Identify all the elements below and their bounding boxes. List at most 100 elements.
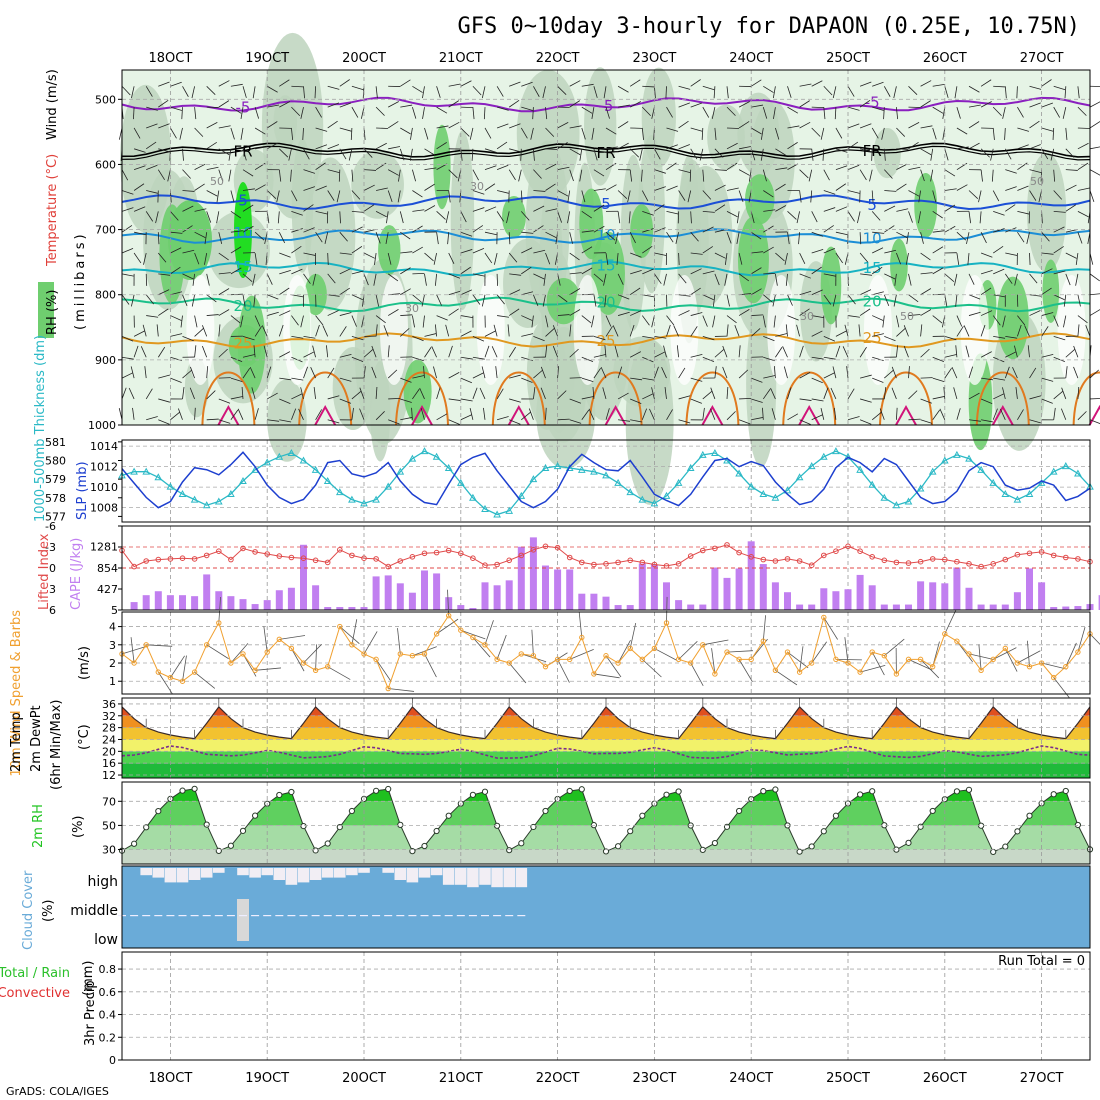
date-label-top: 20OCT <box>342 51 386 66</box>
cloud-gap <box>479 868 491 885</box>
wind-barb <box>363 252 375 259</box>
pressure-tick-label: 500 <box>95 93 116 106</box>
wind-barb <box>363 204 375 212</box>
thickness-marker <box>553 462 562 470</box>
wind10m-marker <box>675 656 682 663</box>
wind-barb <box>738 121 750 129</box>
wind-barb <box>615 232 619 245</box>
wind-barb <box>279 310 291 316</box>
wind-barb <box>302 127 304 140</box>
wind10m-marker <box>651 645 658 652</box>
wind-barb <box>1065 348 1076 358</box>
wind10m-barb <box>1004 648 1018 672</box>
wind-barb <box>772 86 776 99</box>
cape-bar <box>1074 606 1082 610</box>
wind-barb <box>182 86 189 97</box>
wind10m-marker <box>470 634 476 641</box>
wind-barb <box>678 169 691 174</box>
wind-barb <box>726 386 729 399</box>
date-label-top: 23OCT <box>633 51 677 66</box>
wind-barb <box>277 211 280 224</box>
cloud-gap <box>164 868 177 883</box>
wind-barb <box>371 345 377 358</box>
wind-barb <box>424 347 432 358</box>
wind-barb <box>654 351 666 358</box>
cloud-ylabel: Cloud Cover <box>21 870 36 950</box>
thickness-marker <box>214 497 223 505</box>
isotherm-label: 10 <box>863 229 882 247</box>
wind-barb <box>359 387 365 400</box>
wind-barb <box>822 148 825 161</box>
wind-barb <box>883 386 887 399</box>
wind-barb <box>1041 398 1053 404</box>
thickness-marker <box>965 454 973 462</box>
wind10m-barb <box>978 644 982 671</box>
thickness-marker <box>904 497 913 505</box>
wind-barb <box>956 231 967 241</box>
wind-barb <box>315 315 324 326</box>
wind-barb <box>1077 162 1089 170</box>
wind-barb <box>521 266 532 275</box>
wind-barb <box>799 121 811 129</box>
wind-barb <box>738 273 750 282</box>
isotherm-30-loop <box>395 371 449 426</box>
wind-barb <box>835 252 844 264</box>
wind-barb <box>189 387 195 400</box>
wind-barb <box>811 356 824 360</box>
wind-barb <box>872 333 884 337</box>
wind-barb <box>980 148 990 158</box>
lifted-index-marker <box>796 558 803 564</box>
wind-barb <box>146 315 159 318</box>
wind-barb <box>1017 231 1025 243</box>
wind-barb <box>533 294 539 306</box>
date-label-top: 27OCT <box>1020 51 1064 66</box>
wind-barb <box>146 190 158 194</box>
wind-barb <box>170 81 182 87</box>
rh2m-marker <box>131 840 138 847</box>
wind-barb <box>710 387 716 400</box>
wind-barb <box>460 414 472 421</box>
wind-barb <box>249 366 256 379</box>
wind-barb <box>303 169 316 174</box>
wind10m-marker <box>179 678 186 684</box>
lifted-index-marker <box>905 560 912 566</box>
lifted-index-marker <box>554 544 561 551</box>
wind-barb <box>702 390 713 400</box>
wind-barb <box>158 419 170 425</box>
wind-barb <box>472 387 478 400</box>
lifted-index-marker <box>639 559 646 566</box>
wind-barb <box>787 387 792 400</box>
wind-barb <box>871 411 882 421</box>
wind-barb <box>422 107 425 120</box>
wind-barb <box>750 127 762 135</box>
wind10m-barb <box>508 662 527 684</box>
thickness-marker <box>989 478 998 486</box>
thickness-marker <box>916 484 925 492</box>
wind-barb <box>315 409 323 420</box>
thickness-tick-label: 581 <box>45 436 66 449</box>
wind-barb <box>375 315 386 324</box>
wind-barb <box>726 232 732 244</box>
wind-barb <box>278 324 284 337</box>
wind-barb <box>460 211 467 223</box>
wind-barb <box>128 387 135 400</box>
wind-barb <box>955 345 958 358</box>
cape-bar <box>239 599 247 610</box>
cloud-mid-trace <box>130 915 139 917</box>
cape-bar <box>203 574 211 610</box>
rh-moist-area <box>546 277 581 325</box>
wind-barb <box>1053 246 1064 254</box>
precip-unit: (mm) <box>81 961 96 996</box>
wind10m-marker <box>567 656 573 663</box>
wind-barb <box>833 407 837 420</box>
thickness-marker <box>299 456 308 464</box>
wind-barb <box>1077 324 1080 337</box>
wind-barb <box>1073 366 1079 379</box>
wind-barb <box>1065 204 1077 212</box>
cloud-mid-trace <box>396 915 405 917</box>
wind10m-barb <box>859 665 886 673</box>
cloud-level-label: high <box>87 874 118 890</box>
wind-barb <box>750 267 762 275</box>
wind-barb <box>944 354 957 358</box>
wind-barb <box>1015 386 1018 399</box>
